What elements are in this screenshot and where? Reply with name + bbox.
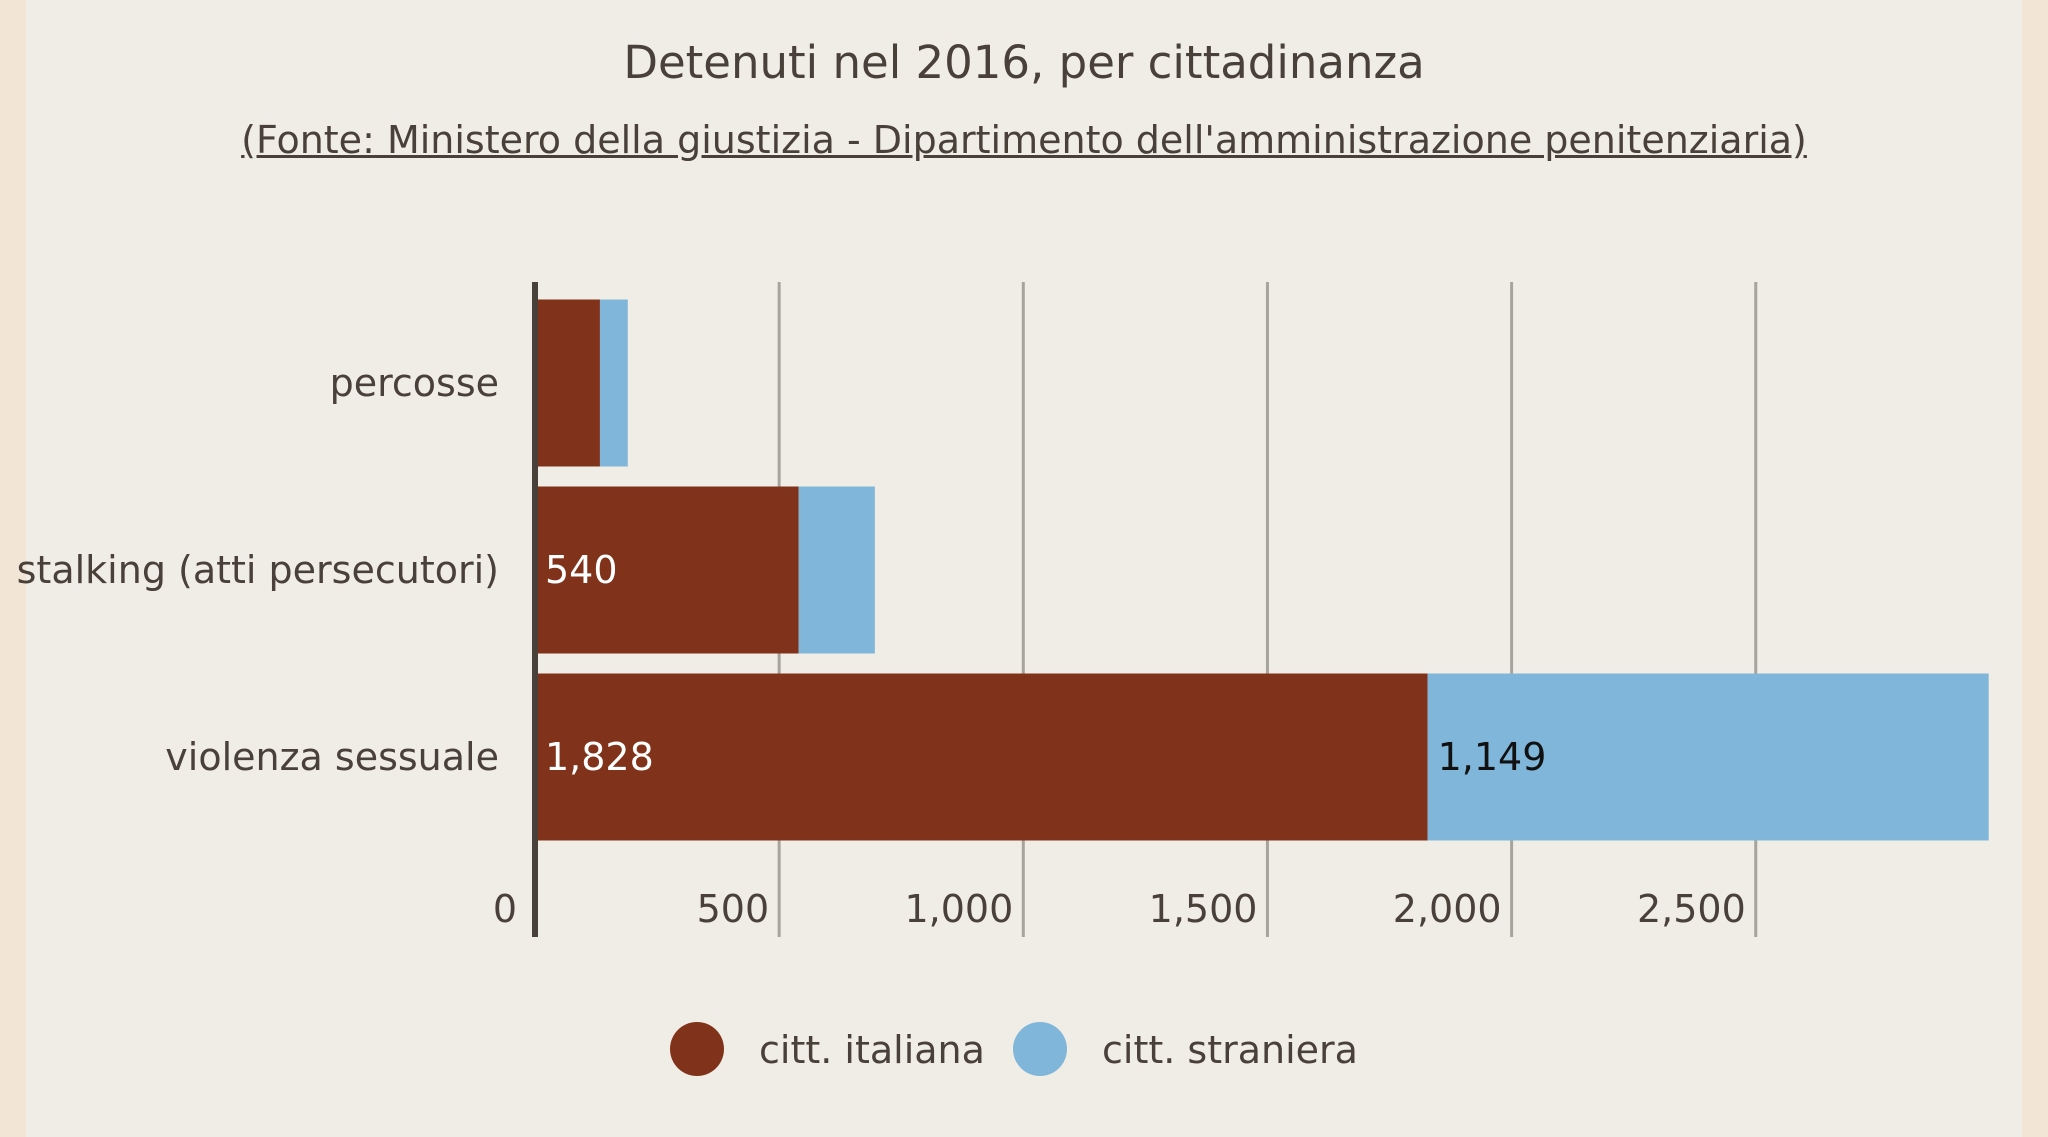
bar-straniera-2[interactable] <box>1427 673 1989 841</box>
x-tick-labels: 0 500 1,000 1,500 2,000 2,500 <box>493 887 1746 931</box>
x-tick-label-4: 2,000 <box>1393 887 1502 931</box>
x-tick-label-0: 0 <box>493 887 517 931</box>
legend-label-straniera[interactable]: citt. straniera <box>1102 1028 1358 1072</box>
data-label-italiana-1: 540 <box>545 548 618 592</box>
category-label-1: stalking (atti persecutori) <box>17 548 499 592</box>
category-label-0: percosse <box>330 361 499 405</box>
x-tick-label-2: 1,000 <box>905 887 1014 931</box>
x-tick-label-1: 500 <box>697 887 770 931</box>
bar-straniera-0[interactable] <box>599 299 628 467</box>
x-tick-label-3: 1,500 <box>1149 887 1258 931</box>
bar-italiana-2[interactable] <box>535 673 1428 841</box>
legend-swatch-straniera[interactable] <box>1013 1022 1067 1076</box>
x-tick-label-5: 2,500 <box>1637 887 1746 931</box>
chart-title: Detenuti nel 2016, per cittadinanza <box>623 36 1425 89</box>
chart-subtitle-source-link[interactable]: (Fonte: Ministero della giustizia - Dipa… <box>241 118 1807 162</box>
data-label-straniera-2: 1,149 <box>1438 735 1547 779</box>
data-label-italiana-2: 1,828 <box>545 735 654 779</box>
bar-italiana-0[interactable] <box>535 299 600 467</box>
bar-straniera-1[interactable] <box>798 486 875 654</box>
legend-swatch-italiana[interactable] <box>670 1022 724 1076</box>
data-labels: 540 1,828 1,149 <box>545 548 1546 779</box>
bar-italiana-1[interactable] <box>535 486 799 654</box>
legend: citt. italiana citt. straniera <box>670 1022 1358 1076</box>
bars <box>535 299 1989 841</box>
category-labels: percosse stalking (atti persecutori) viole… <box>17 361 499 779</box>
category-label-2: violenza sessuale <box>165 735 499 779</box>
legend-label-italiana[interactable]: citt. italiana <box>759 1028 985 1072</box>
